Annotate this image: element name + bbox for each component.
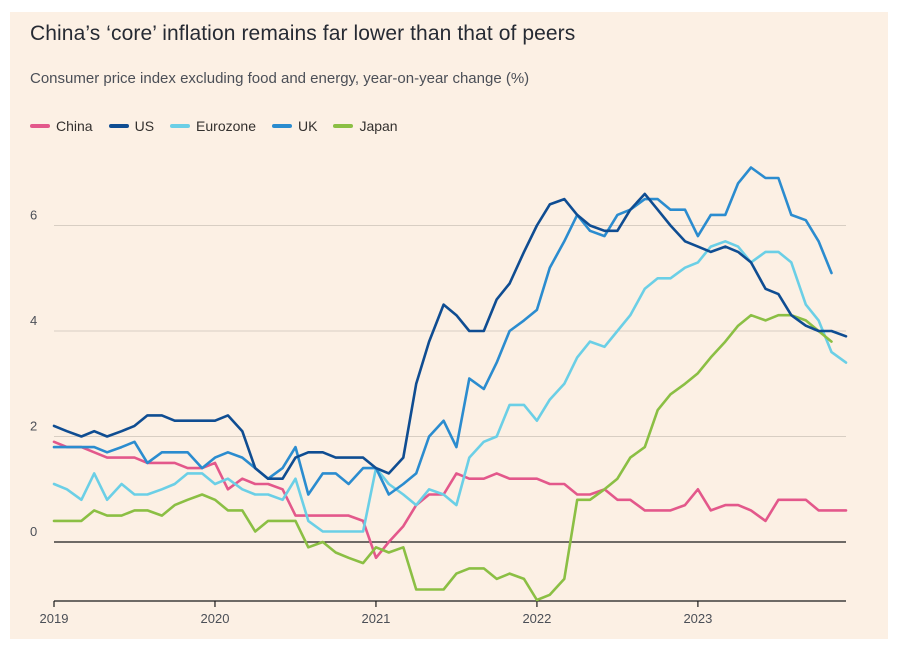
legend-item-japan: Japan — [333, 118, 398, 134]
y-tick-label-2: 2 — [30, 419, 37, 434]
legend-swatch-uk — [271, 124, 292, 128]
legend: China US Eurozone UK Japan — [30, 118, 414, 134]
legend-swatch-us — [108, 124, 129, 128]
legend-label-us: US — [134, 118, 155, 134]
series-line-japan — [52, 313, 833, 602]
line-chart: 0 2 4 6 2019 2020 2021 2022 2023 — [30, 166, 848, 626]
series-line-uk — [52, 166, 833, 496]
legend-item-us: US — [108, 118, 155, 134]
chart-title: China’s ‘core’ inflation remains far low… — [30, 22, 576, 45]
x-tick-label-2022: 2022 — [522, 611, 551, 626]
y-tick-label-0: 0 — [30, 524, 37, 539]
legend-label-japan: Japan — [359, 118, 398, 134]
legend-label-uk: UK — [297, 118, 318, 134]
legend-label-china: China — [56, 118, 93, 134]
x-tick-label-2023: 2023 — [683, 611, 712, 626]
x-tick-label-2021: 2021 — [361, 611, 390, 626]
x-tick-label-2020: 2020 — [201, 611, 230, 626]
series-line-eurozone — [52, 240, 848, 533]
legend-label-eurozone: Eurozone — [196, 118, 256, 134]
y-tick-label-4: 4 — [30, 313, 37, 328]
legend-swatch-eurozone — [170, 124, 191, 128]
series-line-china — [52, 440, 848, 560]
series-line-us — [52, 192, 848, 480]
legend-item-eurozone: Eurozone — [170, 118, 256, 134]
legend-swatch-japan — [333, 124, 354, 128]
legend-swatch-china — [30, 124, 50, 128]
chart-subtitle: Consumer price index excluding food and … — [30, 70, 530, 87]
legend-item-china: China — [30, 118, 93, 134]
y-tick-label-6: 6 — [30, 208, 37, 223]
legend-item-uk: UK — [271, 118, 318, 134]
chart-panel: China’s ‘core’ inflation remains far low… — [10, 12, 888, 639]
x-tick-label-2019: 2019 — [40, 611, 69, 626]
